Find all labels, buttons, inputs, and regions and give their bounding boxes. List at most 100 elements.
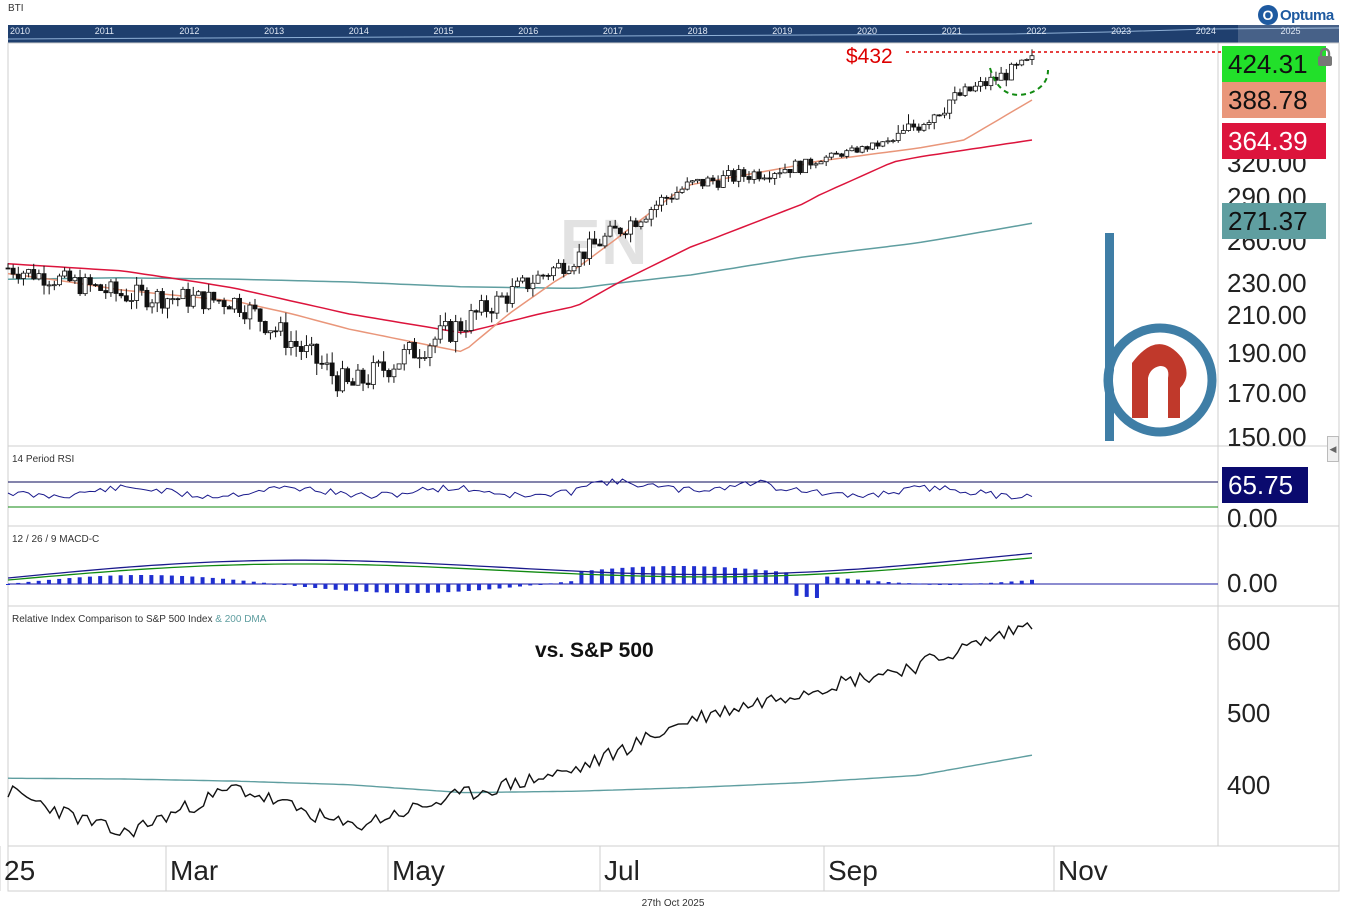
candle	[432, 336, 438, 354]
candle	[93, 283, 98, 287]
macd-signal-line	[7, 557, 1033, 581]
macd-bar	[825, 576, 830, 584]
rsi-y-tick: 0.00	[1227, 503, 1278, 533]
navigator-year-2024: 2024	[1195, 26, 1216, 36]
price-tick-210.00: 210.00	[1227, 300, 1307, 330]
macd-bar	[671, 566, 676, 584]
macd-bar	[87, 576, 92, 584]
candle	[448, 319, 453, 343]
brand-watermark-graphic	[1103, 233, 1217, 441]
candle	[525, 277, 531, 293]
rsi-series	[7, 478, 1033, 500]
macd-bar	[814, 584, 819, 598]
macd-bar	[354, 584, 359, 592]
macd-bar	[610, 568, 615, 584]
macd-bar	[937, 583, 942, 585]
navigator-year-2010: 2010	[10, 26, 31, 36]
candle	[144, 287, 150, 311]
optuma-logo-text: Optuma	[1280, 6, 1334, 24]
candle	[581, 251, 587, 266]
navigator-year-2013: 2013	[264, 26, 285, 36]
navigator-year-2014: 2014	[348, 26, 369, 36]
macd-bar	[978, 583, 983, 585]
history-navigator[interactable]: 2010 2011 2012 2013 2014 2015 2016 2017 2018 2019…	[8, 25, 1339, 43]
candle	[885, 137, 891, 145]
candle	[417, 349, 423, 369]
candle	[237, 293, 242, 318]
candle	[664, 195, 670, 206]
target-label: $432	[846, 45, 893, 68]
candle	[689, 180, 695, 186]
macd-bar	[774, 571, 778, 584]
candle	[906, 114, 911, 132]
candle	[458, 317, 464, 335]
macd-bar	[548, 583, 553, 585]
candle	[1024, 58, 1030, 62]
macd-bar	[6, 584, 10, 585]
candle	[798, 160, 803, 175]
macd-bar	[67, 578, 72, 584]
macd-y-tick: 0.00	[1227, 568, 1278, 598]
candle	[376, 359, 381, 367]
optuma-logo: O Optuma	[1258, 4, 1334, 26]
candle	[329, 352, 335, 385]
candle	[278, 316, 284, 336]
candle	[340, 360, 345, 393]
candle	[170, 290, 176, 305]
lock-icon[interactable]	[1314, 46, 1336, 68]
candle	[978, 76, 983, 92]
navigator-year-2017: 2017	[602, 26, 623, 36]
optuma-logo-icon: O	[1258, 5, 1278, 25]
candle	[370, 355, 376, 390]
candle	[653, 200, 659, 218]
candle	[952, 86, 958, 104]
candle	[710, 175, 716, 185]
candle	[659, 194, 664, 212]
candle	[283, 312, 289, 356]
macd-bar	[16, 582, 21, 584]
candle	[638, 220, 644, 230]
candle	[247, 301, 253, 330]
navigator-year-2023: 2023	[1111, 26, 1132, 36]
candle	[494, 291, 500, 319]
scroll-left-icon[interactable]: ◀	[1327, 436, 1339, 462]
candle	[252, 298, 258, 312]
candle	[962, 83, 968, 97]
macd-bar	[210, 577, 215, 584]
macd-bar	[251, 581, 256, 584]
candle	[391, 364, 397, 383]
macd-bar	[487, 584, 492, 590]
ma-line-2	[7, 222, 1033, 290]
macd-bar	[272, 583, 277, 585]
macd-bar	[364, 584, 369, 592]
macd-bar	[231, 579, 236, 584]
navigator-year-2018: 2018	[687, 26, 708, 36]
macd-bar	[794, 584, 799, 596]
candle	[473, 309, 479, 320]
candle	[51, 280, 57, 291]
candle	[813, 162, 819, 169]
macd-bar	[876, 581, 881, 584]
navigator-year-2019: 2019	[772, 26, 793, 36]
candle	[736, 164, 742, 188]
candle	[803, 158, 808, 174]
macd-bar	[128, 575, 133, 584]
candle	[365, 374, 371, 389]
candle	[355, 363, 361, 386]
candle	[98, 283, 104, 292]
candle	[787, 168, 793, 178]
navigator-selection[interactable]	[1238, 25, 1339, 43]
candle	[36, 269, 42, 281]
candle	[895, 125, 901, 143]
candle	[566, 265, 572, 275]
candle	[1014, 62, 1019, 70]
rel-annotation: vs. S&P 500	[535, 639, 654, 662]
candle	[890, 138, 896, 144]
candle	[684, 177, 690, 191]
macd-bar	[395, 584, 400, 593]
candle	[82, 273, 88, 296]
candle	[628, 216, 634, 243]
macd-bar	[1019, 580, 1024, 584]
macd-bar	[651, 566, 656, 584]
